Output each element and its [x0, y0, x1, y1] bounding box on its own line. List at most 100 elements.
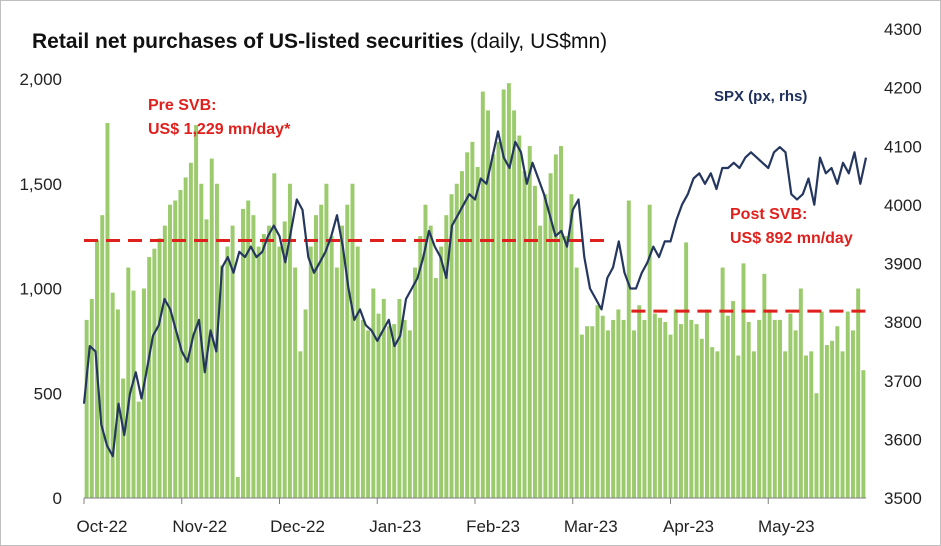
bar	[579, 334, 584, 498]
pre-svb-label-line2: US$ 1,229 mn/day*	[148, 121, 291, 138]
bar	[757, 319, 762, 498]
right-axis-tick-label: 4200	[884, 79, 922, 98]
bar	[345, 204, 350, 498]
bar	[439, 246, 444, 498]
bar	[355, 246, 360, 498]
right-axis-tick-label: 3700	[884, 372, 922, 391]
bar	[241, 208, 245, 498]
bar	[611, 319, 616, 498]
bar	[496, 141, 501, 498]
x-axis-ticks: Oct-22 Nov-22 Dec-22 Jan-23 Feb-23 Mar-23 Apr-…	[76, 498, 815, 536]
bar	[819, 311, 824, 498]
bar	[856, 288, 861, 498]
bar	[162, 225, 167, 498]
bar	[256, 246, 261, 498]
bar	[684, 242, 689, 498]
bar	[225, 246, 230, 498]
right-axis-tick-label: 4000	[884, 196, 922, 215]
bar	[491, 154, 496, 499]
bar	[230, 225, 235, 498]
bar	[480, 91, 485, 498]
bar	[840, 351, 845, 498]
bar	[751, 351, 756, 498]
bar	[126, 267, 131, 498]
bar	[626, 200, 631, 498]
bar	[538, 225, 543, 498]
bar	[647, 204, 652, 498]
bar	[652, 313, 657, 498]
pre-svb-label-line1: Pre SVB:	[148, 97, 216, 114]
bar	[84, 319, 89, 498]
bar	[736, 355, 741, 498]
bar	[590, 326, 595, 498]
x-tick-label: Oct-22	[76, 517, 127, 536]
bar	[449, 194, 454, 499]
bar	[585, 326, 590, 498]
bar	[110, 292, 115, 498]
x-tick-label: Jan-23	[369, 517, 421, 536]
spx-line	[82, 130, 868, 458]
bar	[293, 267, 298, 498]
bar	[454, 183, 459, 498]
bar	[559, 146, 563, 499]
bar	[569, 194, 574, 499]
bar	[188, 162, 193, 499]
bar	[720, 267, 725, 498]
bar	[392, 324, 397, 498]
bar	[830, 340, 835, 499]
bar	[433, 278, 438, 498]
bar	[220, 265, 225, 498]
bar	[725, 315, 730, 498]
bar	[678, 324, 683, 498]
bar	[157, 238, 162, 498]
bar	[564, 236, 569, 499]
right-axis-tick-label: 3900	[884, 255, 922, 274]
left-axis-tick-label: 1,000	[19, 280, 62, 299]
bar	[595, 305, 600, 498]
right-axis-tick-label: 3600	[884, 430, 922, 449]
post-svb-label-line1: Post SVB:	[730, 206, 807, 223]
bar	[194, 125, 199, 498]
bar	[329, 236, 334, 499]
bar	[397, 298, 402, 498]
bar	[632, 330, 636, 498]
bar	[324, 183, 329, 498]
x-tick-label: Nov-22	[172, 517, 227, 536]
bar	[517, 135, 522, 498]
bar-series	[84, 83, 866, 499]
bar	[131, 290, 136, 498]
bar	[100, 215, 105, 499]
right-axis-tick-label: 3800	[884, 313, 922, 332]
bar	[741, 263, 746, 498]
bar	[658, 317, 663, 498]
bar	[267, 225, 272, 498]
bar	[814, 393, 819, 498]
bar	[689, 319, 694, 498]
bar	[486, 110, 491, 499]
bar	[804, 355, 809, 498]
bar	[778, 319, 782, 498]
x-tick-label: Feb-23	[466, 517, 520, 536]
bar	[731, 301, 736, 498]
x-tick-label: Apr-23	[663, 517, 714, 536]
bar	[600, 315, 605, 498]
bar	[668, 334, 673, 498]
bar	[637, 305, 642, 498]
bar	[152, 248, 157, 498]
bar	[861, 370, 866, 498]
bar	[376, 313, 381, 498]
bar	[136, 401, 141, 498]
bar	[444, 215, 449, 499]
bar	[298, 351, 303, 498]
reference-lines	[84, 239, 866, 313]
bar	[705, 309, 709, 498]
left-axis-tick-label: 500	[34, 384, 62, 403]
bar	[308, 246, 313, 498]
bar	[371, 288, 376, 498]
bar	[121, 378, 126, 498]
chart-title: Retail net purchases of US-listed securi…	[32, 30, 607, 53]
left-axis-tick-label: 1,500	[19, 175, 62, 194]
bar	[381, 298, 386, 498]
x-tick-label: Dec-22	[270, 517, 325, 536]
